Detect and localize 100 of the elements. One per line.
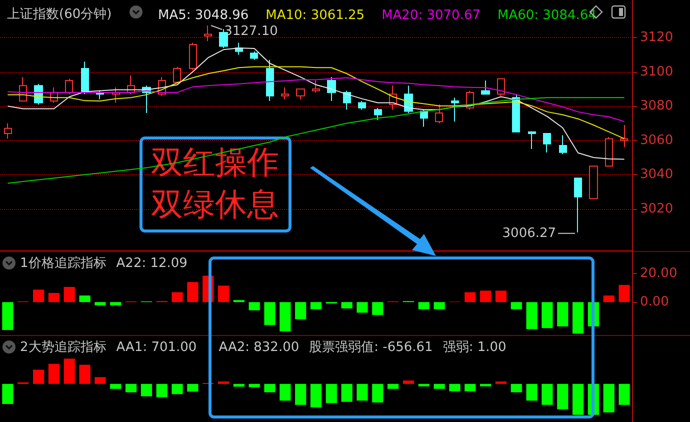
bar <box>464 292 476 302</box>
candlestick <box>266 59 274 102</box>
bar <box>295 384 306 405</box>
bar <box>372 384 384 402</box>
bar <box>248 302 260 310</box>
bar <box>64 358 75 384</box>
candlestick <box>435 104 443 124</box>
candlestick <box>281 86 289 100</box>
y-tick-label: 3120 <box>640 30 674 46</box>
bar <box>32 290 44 302</box>
bar <box>542 302 553 328</box>
bar <box>110 302 122 306</box>
bar <box>495 290 507 302</box>
text: 强弱: 1.00 <box>442 339 506 356</box>
candlestick <box>451 97 459 122</box>
bar <box>280 302 291 332</box>
candlestick <box>512 94 520 132</box>
candlestick <box>4 122 12 140</box>
bar <box>264 384 276 392</box>
y-tick-label: 3020 <box>640 201 674 216</box>
bar <box>510 384 522 392</box>
candlestick <box>343 90 351 110</box>
bar <box>510 302 522 310</box>
bar <box>187 384 198 392</box>
annotation: 3006.27 <box>502 226 556 241</box>
bar <box>618 284 630 302</box>
bar <box>295 302 306 320</box>
bar <box>603 296 614 302</box>
candlestick <box>481 80 490 95</box>
candlestick <box>65 78 73 95</box>
bar <box>248 384 260 388</box>
candlestick <box>620 124 628 148</box>
bar <box>418 384 430 386</box>
bar <box>449 384 460 392</box>
bar <box>434 384 445 389</box>
bar <box>264 302 276 325</box>
line-series <box>7 66 625 140</box>
candlestick <box>250 50 258 60</box>
candlestick <box>296 88 305 100</box>
y-tick-label: 3060 <box>640 132 674 148</box>
text: 上证指数(60分钟) <box>7 7 112 22</box>
bar <box>341 302 352 308</box>
bar <box>125 384 137 392</box>
bar <box>310 384 322 408</box>
bar <box>542 384 553 405</box>
bar <box>572 302 584 334</box>
chart-title: 1价格追踪指标 <box>20 255 106 272</box>
candlestick <box>204 25 212 42</box>
bar <box>557 384 568 410</box>
bar <box>495 381 507 384</box>
bar <box>79 296 90 302</box>
y-tick-label: 20.00 <box>640 266 678 281</box>
y-tick-label: 3100 <box>640 64 674 80</box>
text: MA10: 3061.25 <box>266 8 365 23</box>
bar <box>434 302 445 310</box>
bar <box>94 377 106 384</box>
text: MA60: 3084.64 <box>497 8 596 23</box>
bar <box>48 364 60 384</box>
candlestick <box>528 131 536 150</box>
bar <box>480 290 492 302</box>
bar <box>356 302 368 313</box>
bar <box>618 384 630 405</box>
bar <box>32 370 44 384</box>
candlestick <box>543 133 551 153</box>
candlestick <box>173 66 181 84</box>
bar <box>572 384 584 415</box>
candlestick <box>497 78 505 96</box>
candlestick <box>559 134 567 155</box>
bar <box>2 384 14 404</box>
bar <box>603 384 614 412</box>
bar <box>64 286 75 302</box>
bar <box>341 384 352 402</box>
text: MA20: 3070.67 <box>382 8 480 23</box>
bar <box>218 381 230 384</box>
text: AA2: 832.00 <box>218 340 300 354</box>
line-series <box>7 97 625 184</box>
annotation: 双绿休息 <box>151 185 279 223</box>
chart-title: 2大势追踪指标 <box>20 339 106 356</box>
y-tick-label: 3040 <box>640 167 674 182</box>
bar <box>2 302 14 330</box>
y-tick-label: 3080 <box>640 98 674 114</box>
bar <box>172 384 183 394</box>
candlestick <box>374 107 382 120</box>
bar <box>156 384 168 398</box>
bar <box>94 302 106 306</box>
annotation: 3127.10 <box>224 24 278 40</box>
candlestick <box>574 178 582 233</box>
bar <box>557 302 568 326</box>
line-series <box>7 77 625 122</box>
bar <box>172 292 183 302</box>
text: 股票强弱值: -656.61 <box>309 339 433 356</box>
y-tick-label: 0.00 <box>640 294 669 310</box>
bar <box>140 384 152 396</box>
series-label: MA5: 3048.96 <box>158 8 249 23</box>
candlestick <box>420 109 428 128</box>
bar <box>402 380 414 384</box>
bar <box>280 384 291 401</box>
bar <box>187 282 198 302</box>
bar <box>326 384 337 404</box>
candlestick <box>358 100 366 110</box>
